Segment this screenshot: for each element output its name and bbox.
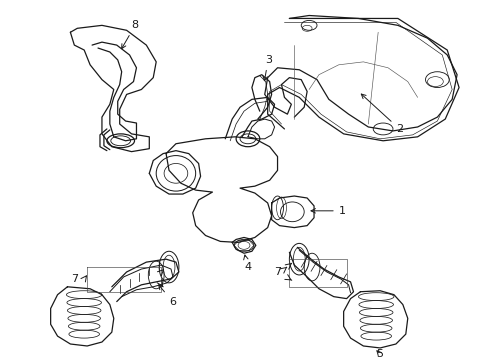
Text: 7: 7 [273, 267, 281, 277]
Text: 8: 8 [122, 21, 139, 49]
Text: 5: 5 [375, 349, 383, 359]
Text: 2: 2 [361, 94, 402, 134]
Text: 3: 3 [263, 55, 271, 81]
Text: 1: 1 [310, 206, 345, 216]
Text: 6: 6 [158, 285, 176, 307]
Text: 7: 7 [71, 274, 78, 284]
Text: 4: 4 [243, 255, 251, 272]
